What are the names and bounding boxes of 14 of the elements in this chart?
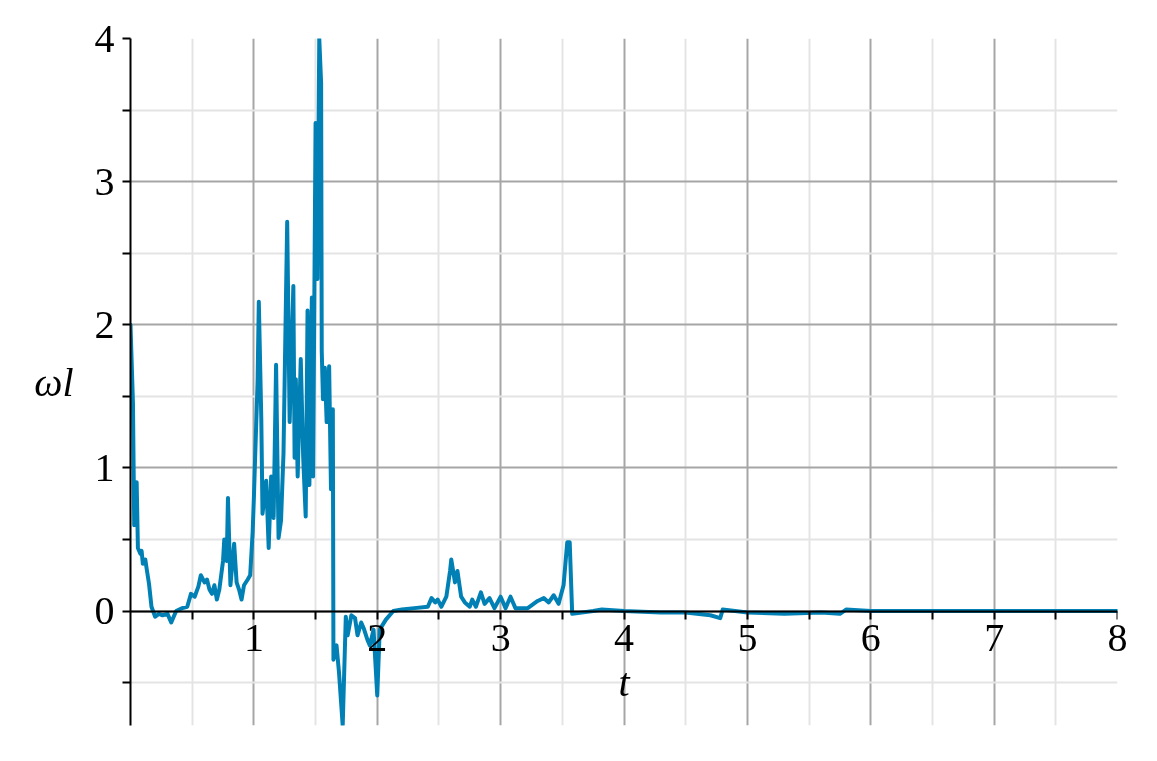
- x-tick-label: 8: [1107, 614, 1128, 660]
- y-tick-label: 2: [94, 301, 115, 347]
- y-tick-label: 4: [94, 15, 115, 61]
- y-tick-label: 3: [94, 158, 115, 204]
- x-axis-title: t: [618, 659, 631, 705]
- x-tick-label: 1: [243, 614, 264, 660]
- x-tick-label: 6: [860, 614, 881, 660]
- y-tick-label: 1: [94, 444, 115, 490]
- y-tick-label: 0: [94, 588, 115, 633]
- x-tick-label: 7: [984, 614, 1005, 660]
- x-tick-label: 5: [737, 614, 758, 660]
- y-axis-title: ωl: [34, 359, 74, 405]
- x-tick-label: 3: [490, 614, 511, 660]
- x-tick-label: 4: [614, 614, 634, 660]
